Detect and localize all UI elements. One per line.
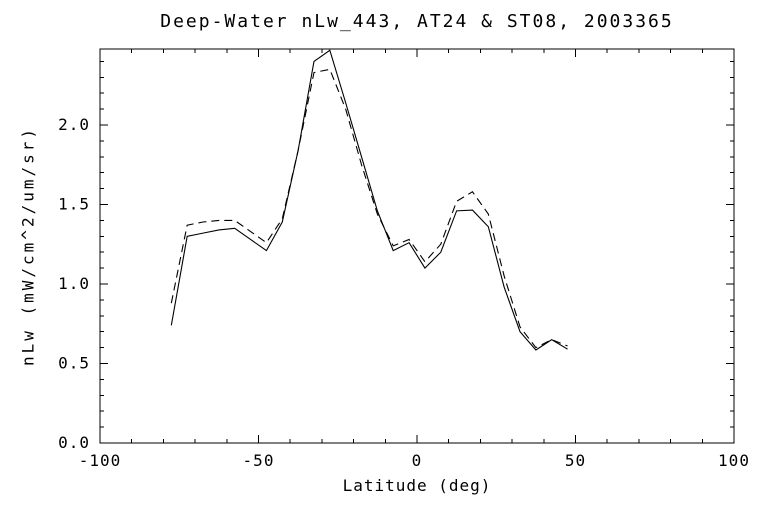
y-tick-label: 0.0	[58, 433, 90, 452]
x-tick-label: 100	[718, 451, 750, 470]
x-tick-label: -50	[243, 451, 275, 470]
x-tick-label: 0	[412, 451, 423, 470]
y-tick-label: 2.0	[58, 115, 90, 134]
x-tick-label: 50	[565, 451, 586, 470]
y-axis-label: nLw (mW/cm^2/um/sr)	[18, 125, 38, 367]
plot-border	[99, 48, 735, 444]
x-tick-label: -100	[79, 451, 122, 470]
chart-title: Deep-Water nLw_443, AT24 & ST08, 2003365	[160, 11, 674, 32]
y-tick-label: 1.0	[58, 274, 90, 293]
y-tick-label: 0.5	[58, 354, 90, 373]
series-solid-line	[170, 49, 568, 351]
series-dashed-line	[170, 68, 568, 349]
y-tick-label: 1.5	[58, 195, 90, 214]
x-axis-label: Latitude (deg)	[342, 476, 492, 495]
